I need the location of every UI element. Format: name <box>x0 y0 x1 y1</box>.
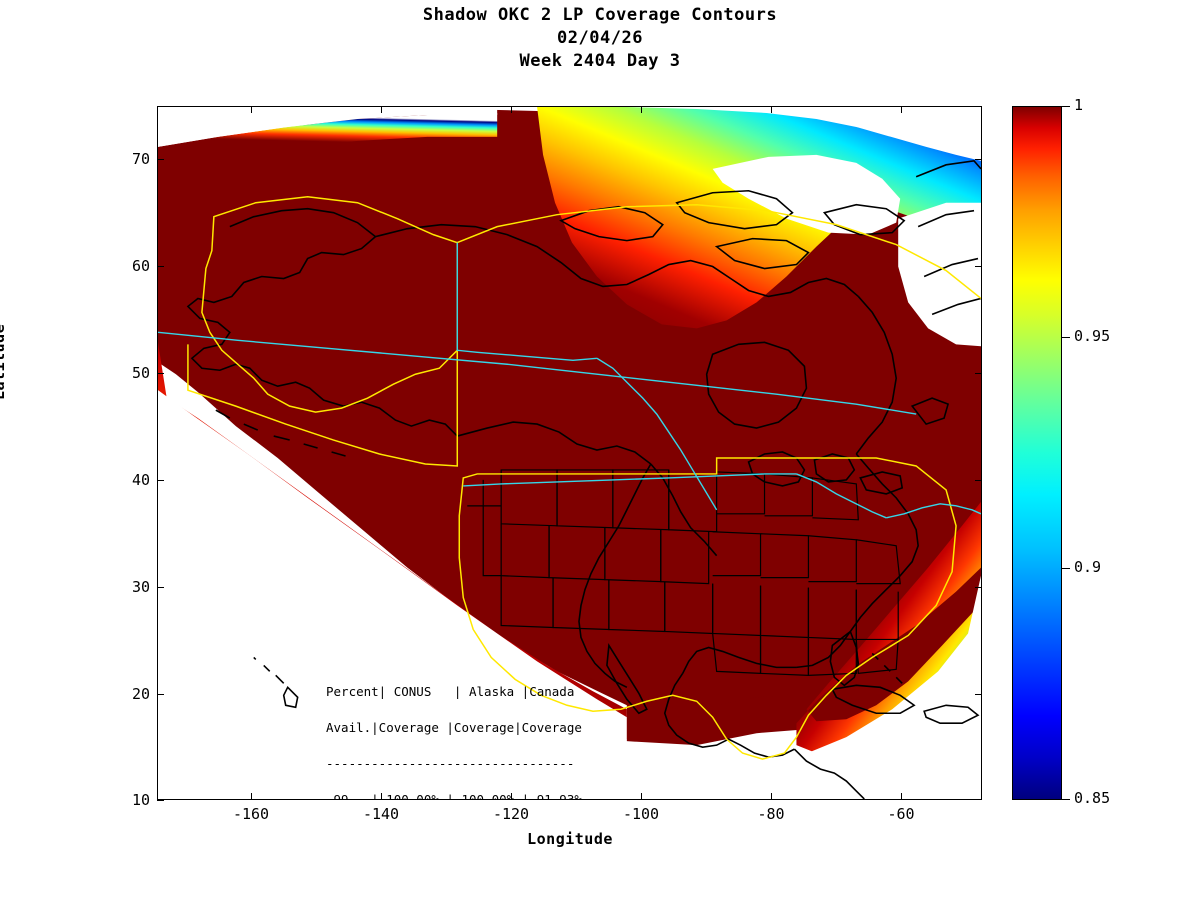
y-tick-label: 20 <box>131 685 150 703</box>
y-tick-label: 10 <box>131 791 150 809</box>
colorbar-label: 0.9 <box>1074 558 1102 576</box>
x-tick-mark-top <box>901 106 902 113</box>
colorbar-label: 1 <box>1074 96 1084 114</box>
stats-divider: --------------------------------- <box>326 756 575 771</box>
coverage-contour-map <box>158 107 981 799</box>
title-line-3: Week 2404 Day 3 <box>519 51 681 71</box>
colorbar-label: 0.95 <box>1074 327 1111 345</box>
x-tick-mark <box>511 793 512 800</box>
x-tick-mark <box>901 793 902 800</box>
x-axis-label: Longitude <box>527 830 613 848</box>
colorbar-tick <box>1062 106 1070 107</box>
x-tick-mark <box>771 793 772 800</box>
x-tick-label: -140 <box>362 805 400 823</box>
y-tick-mark-right <box>975 266 982 267</box>
x-tick-label: -120 <box>492 805 530 823</box>
x-tick-label: -60 <box>887 805 915 823</box>
colorbar-gradient <box>1012 106 1062 800</box>
x-tick-mark <box>641 793 642 800</box>
x-tick-label: -160 <box>232 805 270 823</box>
y-tick-mark <box>157 480 164 481</box>
y-tick-label: 70 <box>131 150 150 168</box>
stats-row-99: 99 | 100.00% | 100.00% | 91.93% <box>326 792 582 800</box>
map-plot-area: Percent| CONUS | Alaska |Canada Avail.|C… <box>157 106 982 800</box>
y-tick-label: 50 <box>131 364 150 382</box>
y-tick-label: 30 <box>131 578 150 596</box>
x-tick-mark-top <box>641 106 642 113</box>
x-tick-label: -100 <box>622 805 660 823</box>
y-tick-mark-right <box>975 480 982 481</box>
y-tick-label: 40 <box>131 471 150 489</box>
service-volume-boundary <box>187 195 981 760</box>
x-tick-mark-top <box>381 106 382 113</box>
colorbar-tick <box>1062 568 1070 569</box>
state-borders <box>467 469 901 676</box>
national-border-line <box>158 242 981 519</box>
contour-field <box>158 107 981 799</box>
title-line-1: Shadow OKC 2 LP Coverage Contours <box>422 5 778 25</box>
y-tick-label: 60 <box>131 257 150 275</box>
y-tick-mark <box>157 694 164 695</box>
y-tick-mark-right <box>975 587 982 588</box>
y-axis-label: Latitude <box>0 323 8 400</box>
colorbar-tick <box>1062 799 1070 800</box>
x-tick-mark-top <box>511 106 512 113</box>
stats-header-row-1: Percent| CONUS | Alaska |Canada <box>326 684 575 699</box>
y-tick-mark-right <box>975 159 982 160</box>
x-tick-mark <box>251 793 252 800</box>
colorbar <box>1012 106 1062 800</box>
chart-title-block: Shadow OKC 2 LP Coverage Contours 02/04/… <box>0 4 1200 73</box>
coverage-stats-table: Percent| CONUS | Alaska |Canada Avail.|C… <box>326 665 582 800</box>
y-tick-mark <box>157 266 164 267</box>
colorbar-tick <box>1062 337 1070 338</box>
y-tick-mark <box>157 800 164 801</box>
title-line-2: 02/04/26 <box>557 28 643 48</box>
x-tick-mark-top <box>771 106 772 113</box>
y-tick-mark-right <box>975 694 982 695</box>
stats-header-row-2: Avail.|Coverage |Coverage|Coverage <box>326 720 582 735</box>
x-tick-mark-top <box>251 106 252 113</box>
y-tick-mark-right <box>975 373 982 374</box>
colorbar-label: 0.85 <box>1074 789 1111 807</box>
y-tick-mark <box>157 587 164 588</box>
y-tick-mark <box>157 159 164 160</box>
y-tick-mark <box>157 373 164 374</box>
x-tick-label: -80 <box>757 805 785 823</box>
x-tick-mark <box>381 793 382 800</box>
